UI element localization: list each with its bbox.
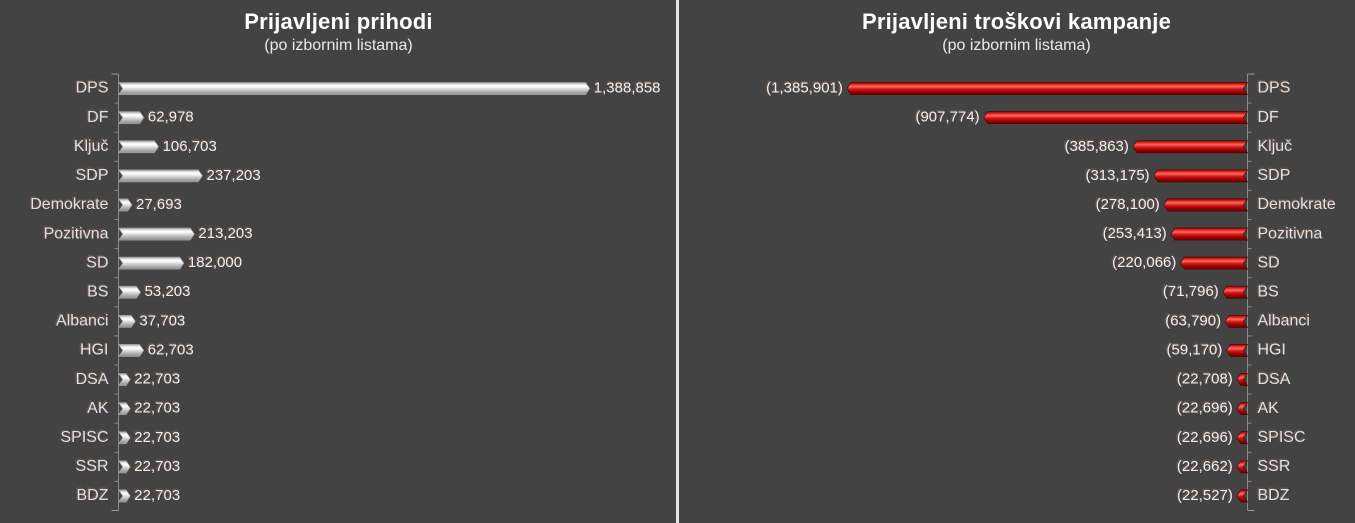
svg-text:(63,790): (63,790) [1165, 312, 1221, 329]
svg-text:SD: SD [86, 254, 108, 271]
svg-text:(220,066): (220,066) [1112, 254, 1176, 271]
svg-text:(22,696): (22,696) [1177, 429, 1233, 446]
svg-text:22,703: 22,703 [134, 429, 180, 446]
svg-text:Pozitivna: Pozitivna [44, 225, 109, 242]
svg-text:22,703: 22,703 [134, 458, 180, 475]
svg-text:HGI: HGI [1258, 342, 1286, 359]
svg-text:BDZ: BDZ [1258, 487, 1290, 504]
svg-text:(907,774): (907,774) [915, 109, 979, 126]
svg-text:37,703: 37,703 [139, 312, 185, 329]
svg-text:1,388,858: 1,388,858 [594, 79, 661, 96]
svg-text:SDP: SDP [1258, 167, 1291, 184]
svg-text:(385,863): (385,863) [1065, 138, 1129, 155]
svg-text:62,703: 62,703 [148, 341, 194, 358]
svg-text:AK: AK [1258, 400, 1280, 417]
svg-text:62,978: 62,978 [148, 109, 194, 126]
svg-text:(22,708): (22,708) [1177, 371, 1233, 388]
svg-text:(22,696): (22,696) [1177, 400, 1233, 417]
svg-text:(71,796): (71,796) [1163, 283, 1219, 300]
svg-text:SSR: SSR [1258, 458, 1291, 475]
svg-text:DPS: DPS [76, 80, 109, 97]
svg-text:(22,662): (22,662) [1177, 458, 1233, 475]
svg-text:SSR: SSR [76, 458, 109, 475]
svg-text:Ključ: Ključ [1258, 138, 1293, 155]
svg-text:SPISC: SPISC [60, 429, 108, 446]
svg-text:SPISC: SPISC [1258, 429, 1306, 446]
svg-text:DPS: DPS [1258, 80, 1291, 97]
svg-text:Demokrate: Demokrate [30, 196, 108, 213]
svg-text:Albanci: Albanci [56, 313, 108, 330]
svg-text:Ključ: Ključ [74, 138, 109, 155]
svg-text:27,693: 27,693 [136, 196, 182, 213]
svg-text:DF: DF [1258, 109, 1280, 126]
svg-text:182,000: 182,000 [188, 254, 242, 271]
svg-text:(278,100): (278,100) [1096, 196, 1160, 213]
svg-text:SDP: SDP [76, 167, 109, 184]
svg-text:53,203: 53,203 [145, 283, 191, 300]
svg-text:213,203: 213,203 [198, 225, 252, 242]
svg-text:AK: AK [87, 400, 109, 417]
svg-text:(22,527): (22,527) [1177, 487, 1233, 504]
svg-text:(59,170): (59,170) [1167, 341, 1223, 358]
svg-text:SD: SD [1258, 254, 1280, 271]
svg-text:DSA: DSA [76, 371, 109, 388]
svg-text:DSA: DSA [1258, 371, 1291, 388]
svg-text:(253,413): (253,413) [1103, 225, 1167, 242]
svg-text:BDZ: BDZ [77, 487, 109, 504]
svg-text:HGI: HGI [80, 342, 108, 359]
svg-text:BS: BS [87, 283, 108, 300]
svg-text:Albanci: Albanci [1258, 313, 1310, 330]
svg-text:BS: BS [1258, 283, 1279, 300]
svg-text:237,203: 237,203 [207, 167, 261, 184]
svg-text:22,703: 22,703 [134, 487, 180, 504]
svg-text:DF: DF [87, 109, 109, 126]
svg-text:Demokrate: Demokrate [1258, 196, 1336, 213]
svg-text:106,703: 106,703 [163, 138, 217, 155]
svg-text:(313,175): (313,175) [1085, 167, 1149, 184]
svg-text:(1,385,901): (1,385,901) [766, 79, 843, 96]
svg-text:Pozitivna: Pozitivna [1258, 225, 1323, 242]
svg-text:22,703: 22,703 [134, 400, 180, 417]
svg-text:22,703: 22,703 [134, 371, 180, 388]
